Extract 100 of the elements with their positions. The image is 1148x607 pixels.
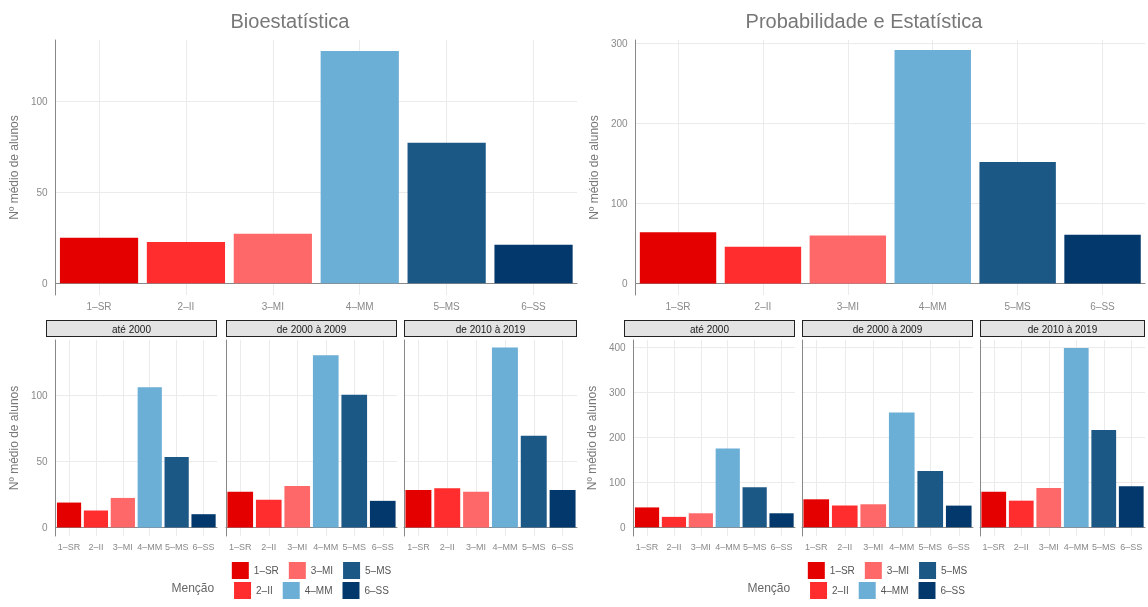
y-tick-label: 100 xyxy=(608,476,627,488)
x-tick-label: 3–MI xyxy=(466,541,487,552)
legend-label: 1–SR xyxy=(253,565,279,576)
bar xyxy=(320,51,399,284)
y-tick-label: 0 xyxy=(620,521,627,533)
y-axis-title: Nº médio de alunos xyxy=(585,385,599,491)
chart-title: de 2000 à 2009 xyxy=(226,320,397,337)
legend-label: 5–MS xyxy=(941,565,968,576)
x-tick-label: 2–II xyxy=(88,541,104,552)
y-tick-label: 200 xyxy=(610,118,629,130)
y-tick-label: 100 xyxy=(610,198,629,209)
bar xyxy=(894,50,971,284)
y-tick-label: 300 xyxy=(610,38,629,50)
bar xyxy=(979,161,1056,284)
bar xyxy=(405,490,432,528)
bar xyxy=(434,488,461,528)
chart-title: de 2010 à 2019 xyxy=(404,320,577,337)
x-tick-label: 4–MM xyxy=(918,300,947,312)
bar xyxy=(809,235,887,284)
x-tick-label: 6–SS xyxy=(947,541,970,552)
legend-label: 2–II xyxy=(256,585,273,596)
y-tick-label: 0 xyxy=(622,277,629,289)
y-tick-label: 200 xyxy=(608,431,627,443)
bar xyxy=(661,516,687,528)
x-tick-label: 6–SS xyxy=(1120,541,1143,552)
bar xyxy=(1091,430,1117,528)
legend-label: 3–MI xyxy=(886,565,910,576)
x-tick-label: 2–II xyxy=(754,300,772,312)
y-tick-label: 300 xyxy=(608,386,627,398)
x-tick-label: 4–MM xyxy=(313,541,339,552)
bar xyxy=(634,507,660,528)
x-tick-label: 2–II xyxy=(837,541,853,552)
x-tick-label: 5–MS xyxy=(433,300,461,312)
x-tick-label: 3–MI xyxy=(112,541,133,552)
bar xyxy=(520,435,547,528)
x-tick-label: 2–II xyxy=(666,541,682,552)
x-tick-label: 4–MM xyxy=(715,541,741,552)
bar xyxy=(191,514,216,528)
legend-label: 3–MI xyxy=(310,565,334,576)
x-tick-label: 5–MS xyxy=(521,541,546,552)
bar xyxy=(164,456,189,528)
x-tick-label: 6–SS xyxy=(371,541,394,552)
y-tick-label: 100 xyxy=(30,389,49,401)
legend-label: 4–MM xyxy=(880,585,909,596)
legend-title: Menção xyxy=(747,581,791,595)
chart-title: até 2000 xyxy=(46,320,217,337)
bar xyxy=(769,513,794,528)
x-tick-label: 5–MS xyxy=(342,541,367,552)
bar xyxy=(688,513,713,528)
x-tick-label: 1–SR xyxy=(804,541,829,552)
x-tick-label: 4–MM xyxy=(137,541,163,552)
bar xyxy=(56,502,82,528)
x-tick-label: 5–MS xyxy=(742,541,767,552)
y-tick-label: 0 xyxy=(42,521,49,533)
chart-title: de 2010 à 2019 xyxy=(980,320,1145,337)
x-tick-label: 3–MI xyxy=(836,300,859,312)
x-tick-label: 6–SS xyxy=(551,541,574,552)
x-tick-label: 6–SS xyxy=(1090,300,1116,312)
legend-label: 4–MM xyxy=(304,585,333,596)
x-tick-label: 1–SR xyxy=(86,300,112,312)
x-tick-label: 4–MM xyxy=(492,541,518,552)
x-tick-label: 2–II xyxy=(261,541,277,552)
bar xyxy=(639,232,717,284)
chart-title: de 2000 à 2009 xyxy=(802,320,973,337)
x-tick-label: 6–SS xyxy=(521,300,547,312)
legend-label: 5–MS xyxy=(365,565,392,576)
y-tick-label: 400 xyxy=(608,341,627,353)
bar xyxy=(1118,486,1144,528)
bar xyxy=(110,497,135,528)
bar xyxy=(1063,348,1089,528)
chart-title: até 2000 xyxy=(624,320,795,337)
bar xyxy=(146,241,226,284)
x-tick-label: 1–SR xyxy=(57,541,81,552)
bar xyxy=(137,387,162,528)
bar xyxy=(724,246,802,284)
y-axis-title: Nº médio de alunos xyxy=(587,115,601,220)
y-axis-title: Nº médio de alunos xyxy=(7,385,21,491)
x-tick-label: 6–SS xyxy=(770,541,793,552)
bar xyxy=(549,490,576,528)
x-tick-label: 2–II xyxy=(1013,541,1029,552)
x-tick-label: 5–MS xyxy=(164,541,189,552)
legend-label: 1–SR xyxy=(829,565,855,576)
x-tick-label: 3–MI xyxy=(690,541,711,552)
bar xyxy=(463,491,490,528)
x-tick-label: 4–MM xyxy=(889,541,915,552)
bar xyxy=(1036,488,1062,528)
legend-label: 6–SS xyxy=(364,585,390,596)
bar xyxy=(742,487,767,528)
bar xyxy=(59,237,139,284)
bar xyxy=(1008,500,1034,528)
x-tick-label: 2–II xyxy=(439,541,455,552)
x-tick-label: 5–MS xyxy=(918,541,943,552)
y-axis-title: Nº médio de alunos xyxy=(7,115,21,220)
bar xyxy=(981,491,1007,528)
x-tick-label: 3–MI xyxy=(1038,541,1059,552)
y-tick-label: 0 xyxy=(42,277,49,289)
x-tick-label: 4–MM xyxy=(1063,541,1089,552)
x-tick-label: 1–SR xyxy=(635,541,659,552)
legend-label: 2–II xyxy=(832,585,849,596)
chart-title: Probabilidade e Estatística xyxy=(745,10,984,32)
